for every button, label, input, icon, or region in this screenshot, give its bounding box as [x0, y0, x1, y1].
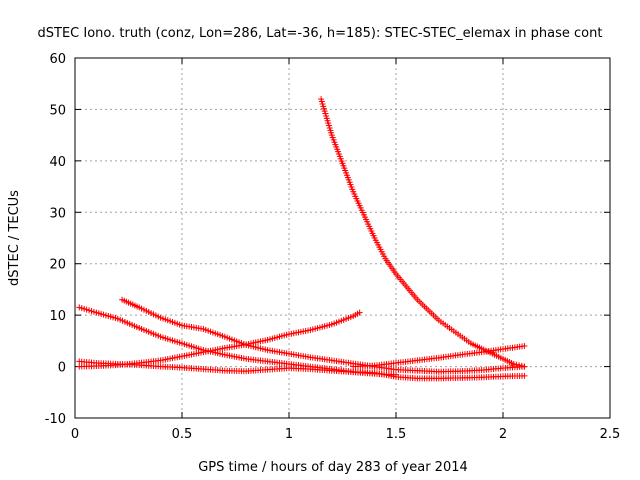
y-tick-label: 40: [49, 155, 66, 170]
x-tick-label: 2: [499, 427, 507, 442]
x-tick-label: 0: [71, 427, 79, 442]
axis-ticks: 0 0.5 1 1.5 2 2.5 -10 0 10 20 30 40 50 60: [45, 52, 621, 442]
plot-frame: [74, 57, 611, 419]
y-tick-label: 0: [58, 361, 66, 376]
y-tick-label: -10: [45, 412, 66, 427]
data-point: [521, 372, 528, 379]
y-tick-label: 60: [49, 52, 66, 67]
data-marks: [76, 96, 528, 382]
series-2: [119, 296, 528, 375]
data-point: [521, 363, 528, 370]
data-point: [510, 361, 517, 367]
y-tick-label: 30: [49, 206, 66, 221]
series-1: [318, 96, 528, 370]
y-axis-label: dSTEC / TECUs: [7, 190, 22, 286]
x-tick-label: 0.5: [172, 427, 193, 442]
data-point: [521, 343, 528, 349]
y-tick-label: 10: [49, 309, 66, 324]
series-5: [76, 358, 399, 378]
x-tick-label: 1.5: [386, 427, 407, 442]
x-tick-label: 1: [285, 427, 293, 442]
x-tick-label: 2.5: [600, 427, 621, 442]
chart-title: dSTEC Iono. truth (conz, Lon=286, Lat=-3…: [38, 26, 603, 41]
data-point: [393, 371, 399, 378]
data-point: [356, 309, 363, 316]
y-tick-label: 20: [49, 258, 66, 273]
y-tick-label: 50: [49, 103, 66, 118]
grid-lines: [75, 58, 610, 418]
x-axis-label: GPS time / hours of day 283 of year 2014: [198, 460, 468, 475]
series-6: [350, 343, 528, 370]
